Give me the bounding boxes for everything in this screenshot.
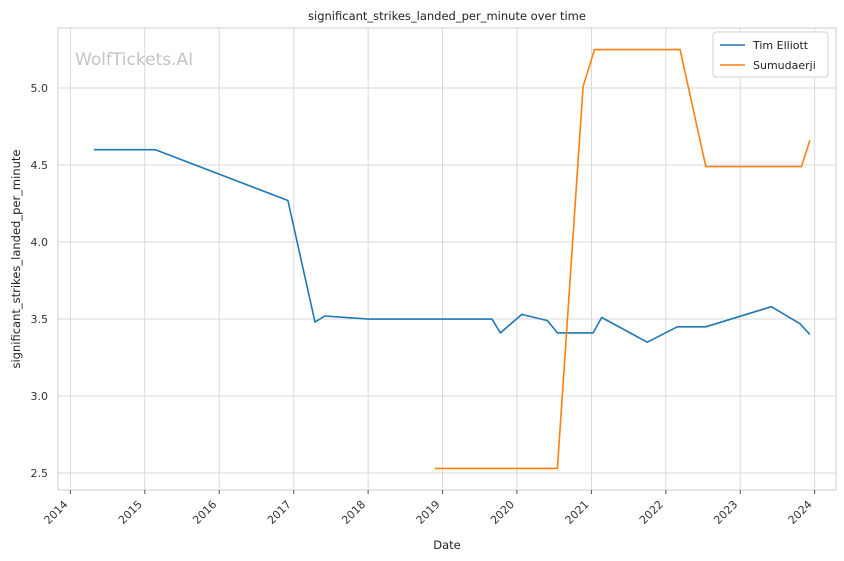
series-layer [93, 48, 811, 470]
series-line-tim-elliott [93, 148, 811, 344]
series-line-sumudaerji [434, 48, 811, 470]
legend: Tim Elliott Sumudaerji [712, 31, 829, 78]
y-tick-label: 4.0 [31, 236, 49, 249]
x-tick-label: 2014 [42, 498, 71, 527]
x-tick-label: 2019 [414, 498, 443, 527]
x-tick-label: 2022 [637, 498, 666, 527]
plot-area [57, 27, 837, 491]
y-tick-label: 4.5 [31, 159, 49, 172]
x-axis-label: Date [433, 538, 461, 552]
chart-title: significant_strikes_landed_per_minute ov… [308, 9, 586, 23]
y-tick-label: 3.5 [31, 313, 49, 326]
x-tick-label: 2024 [786, 498, 815, 527]
x-tick-label: 2020 [488, 498, 517, 527]
y-tick-label: 5.0 [31, 82, 49, 95]
y-axis-label: significant_strikes_landed_per_minute [9, 150, 23, 369]
x-tick-label: 2017 [265, 498, 294, 527]
x-tick-label: 2021 [563, 498, 592, 527]
legend-label-sumudaerji: Sumudaerji [753, 59, 816, 72]
x-tick-label: 2016 [190, 498, 219, 527]
legend-label-tim-elliott: Tim Elliott [752, 39, 809, 52]
x-tick-label: 2023 [711, 498, 740, 527]
x-tick-labels: 2014 2015 2016 2017 2018 2019 2020 2021 2022 2023… [42, 498, 815, 527]
x-tick-label: 2015 [116, 498, 145, 527]
y-tick-label: 3.0 [31, 390, 49, 403]
y-tick-labels: 2.5 3.0 3.5 4.0 4.5 5.0 [31, 82, 49, 480]
x-tick-label: 2018 [339, 498, 368, 527]
watermark: WolfTickets.AI [75, 50, 193, 70]
y-tick-label: 2.5 [31, 467, 49, 480]
